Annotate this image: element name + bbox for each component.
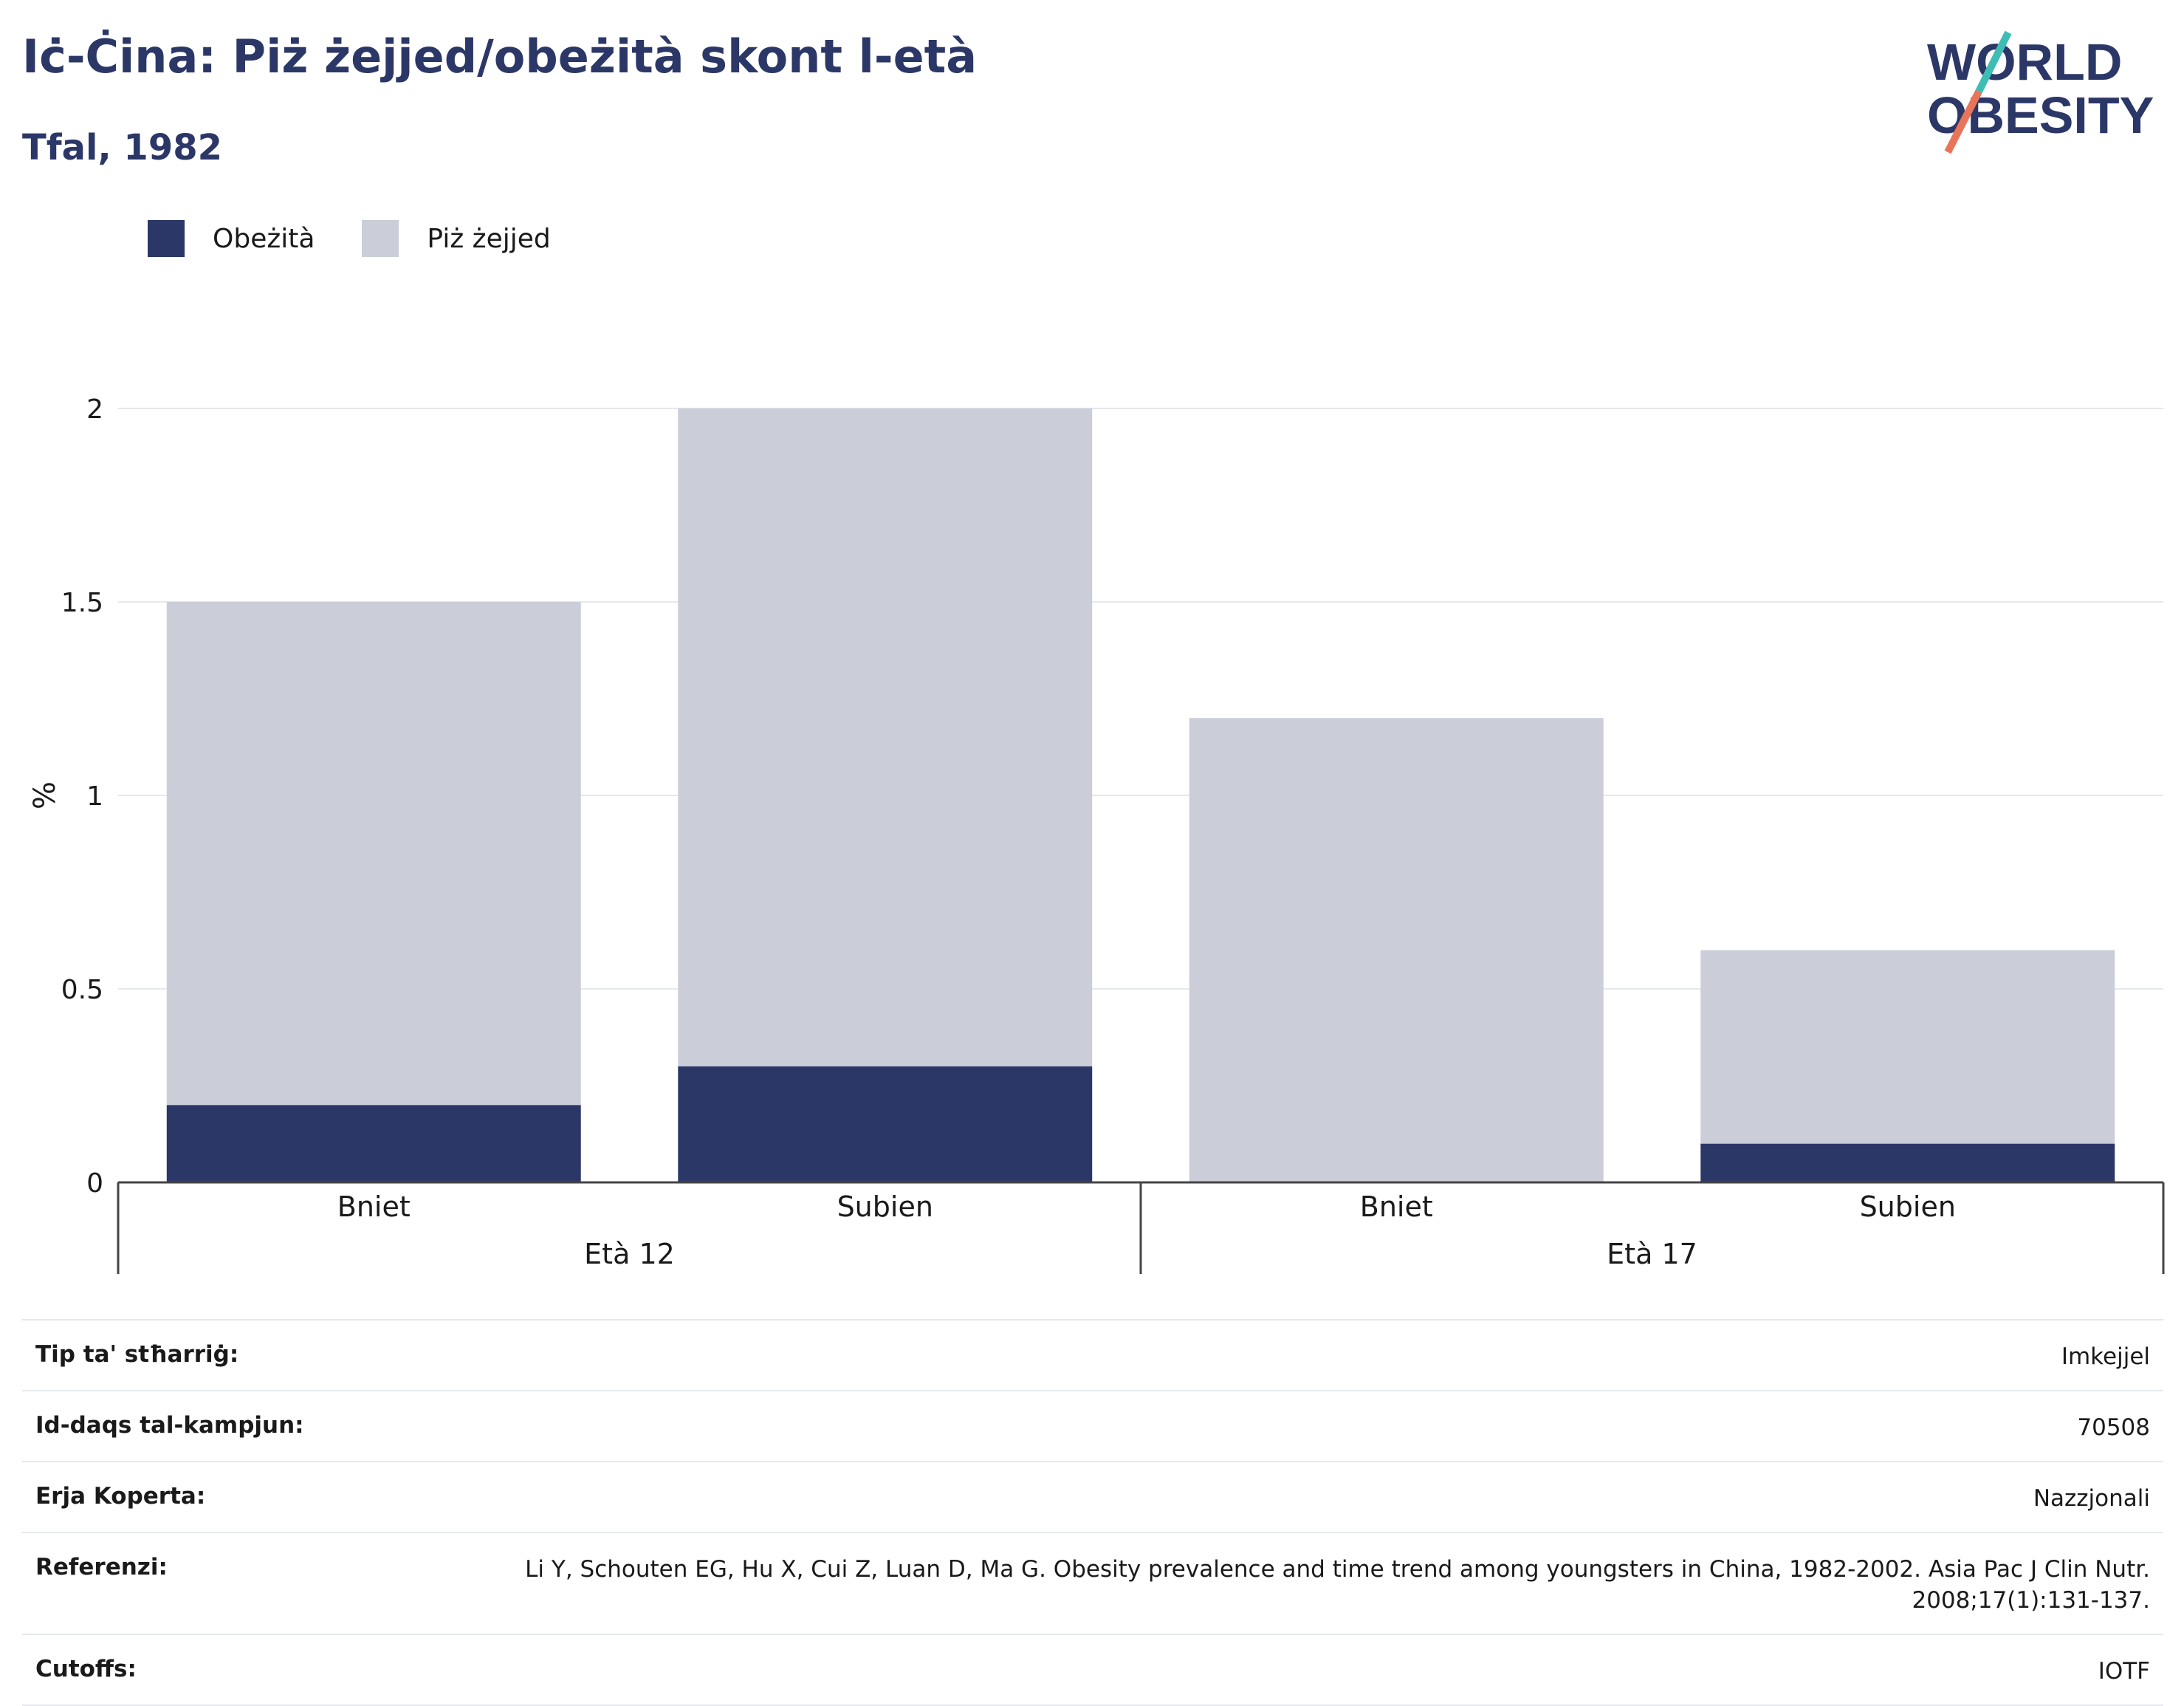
legend-label-overweight: Piż żejjed bbox=[427, 223, 551, 254]
meta-value: Nazzjonali bbox=[2033, 1485, 2150, 1512]
legend-swatch-obesity bbox=[148, 220, 185, 257]
legend-label-obesity: Obeżità bbox=[213, 223, 315, 254]
meta-label: Tip ta' stħarriġ: bbox=[35, 1341, 239, 1368]
legend-swatch-overweight bbox=[362, 220, 399, 257]
bar-obesity-0 bbox=[166, 1105, 581, 1182]
meta-row-survey-type: Tip ta' stħarriġ: Imkejjel bbox=[22, 1319, 2163, 1390]
world-obesity-logo: WORLD OBESITY bbox=[1927, 30, 2154, 154]
meta-value: 70508 bbox=[2077, 1414, 2150, 1441]
meta-value: Li Y, Schouten EG, Hu X, Cui Z, Luan D, … bbox=[525, 1556, 2150, 1614]
logo-slash-teal bbox=[1975, 30, 2012, 94]
bar-obesity-1 bbox=[678, 1066, 1093, 1182]
y-tick-label: 2 bbox=[86, 394, 103, 425]
bar-obesity-3 bbox=[1700, 1143, 2115, 1182]
meta-row-sample-size: Id-daqs tal-kampjun: 70508 bbox=[22, 1390, 2163, 1461]
meta-value: Imkejjel bbox=[2061, 1343, 2150, 1370]
y-tick-label: 1.5 bbox=[61, 588, 103, 618]
legend-item-obesity[interactable]: Obeżità bbox=[148, 220, 315, 257]
page-title: Iċ-Ċina: Piż żejjed/obeżità skont l-età bbox=[22, 30, 978, 83]
bar-overweight-2 bbox=[1189, 718, 1604, 1182]
meta-row-cutoffs: Cutoffs: IOTF bbox=[22, 1634, 2163, 1706]
meta-label: Cutoffs: bbox=[35, 1656, 137, 1682]
meta-row-area: Erja Koperta: Nazzjonali bbox=[22, 1461, 2163, 1532]
bar-overweight-1 bbox=[678, 408, 1093, 1066]
x-tick-label: Subien bbox=[1860, 1191, 1956, 1223]
meta-label: Id-daqs tal-kampjun: bbox=[35, 1412, 304, 1439]
x-tick-label: Subien bbox=[837, 1191, 933, 1223]
y-axis-label: % bbox=[28, 781, 62, 809]
meta-value: IOTF bbox=[2098, 1658, 2150, 1685]
y-tick-label: 0.5 bbox=[61, 975, 103, 1005]
page-subtitle: Tfal, 1982 bbox=[22, 127, 223, 168]
meta-row-references: Referenzi: Li Y, Schouten EG, Hu X, Cui … bbox=[22, 1532, 2163, 1634]
bar-overweight-0 bbox=[166, 602, 581, 1106]
x-tick-label: Bniet bbox=[337, 1191, 411, 1223]
y-tick-label: 0 bbox=[86, 1168, 103, 1199]
survey-details: Tip ta' stħarriġ: Imkejjel Id-daqs tal-k… bbox=[22, 1319, 2163, 1706]
legend-item-overweight[interactable]: Piż żejjed bbox=[362, 220, 551, 257]
bar-chart: 0 0.5 1 1.5 2% Bniet Subien Bniet Subien Età 12 Et… bbox=[28, 394, 2165, 1274]
x-group-label: Età 12 bbox=[584, 1238, 675, 1270]
x-tick-label: Bniet bbox=[1360, 1191, 1433, 1223]
logo-line1: WORLD bbox=[1927, 33, 2122, 91]
bar-overweight-3 bbox=[1700, 950, 2115, 1144]
y-tick-label: 1 bbox=[86, 781, 103, 812]
logo-slash-coral bbox=[1944, 89, 1982, 154]
x-group-label: Età 17 bbox=[1607, 1238, 1697, 1270]
legend: Obeżità Piż żejjed bbox=[148, 220, 598, 257]
meta-label: Erja Koperta: bbox=[35, 1483, 206, 1510]
meta-label: Referenzi: bbox=[35, 1554, 168, 1580]
